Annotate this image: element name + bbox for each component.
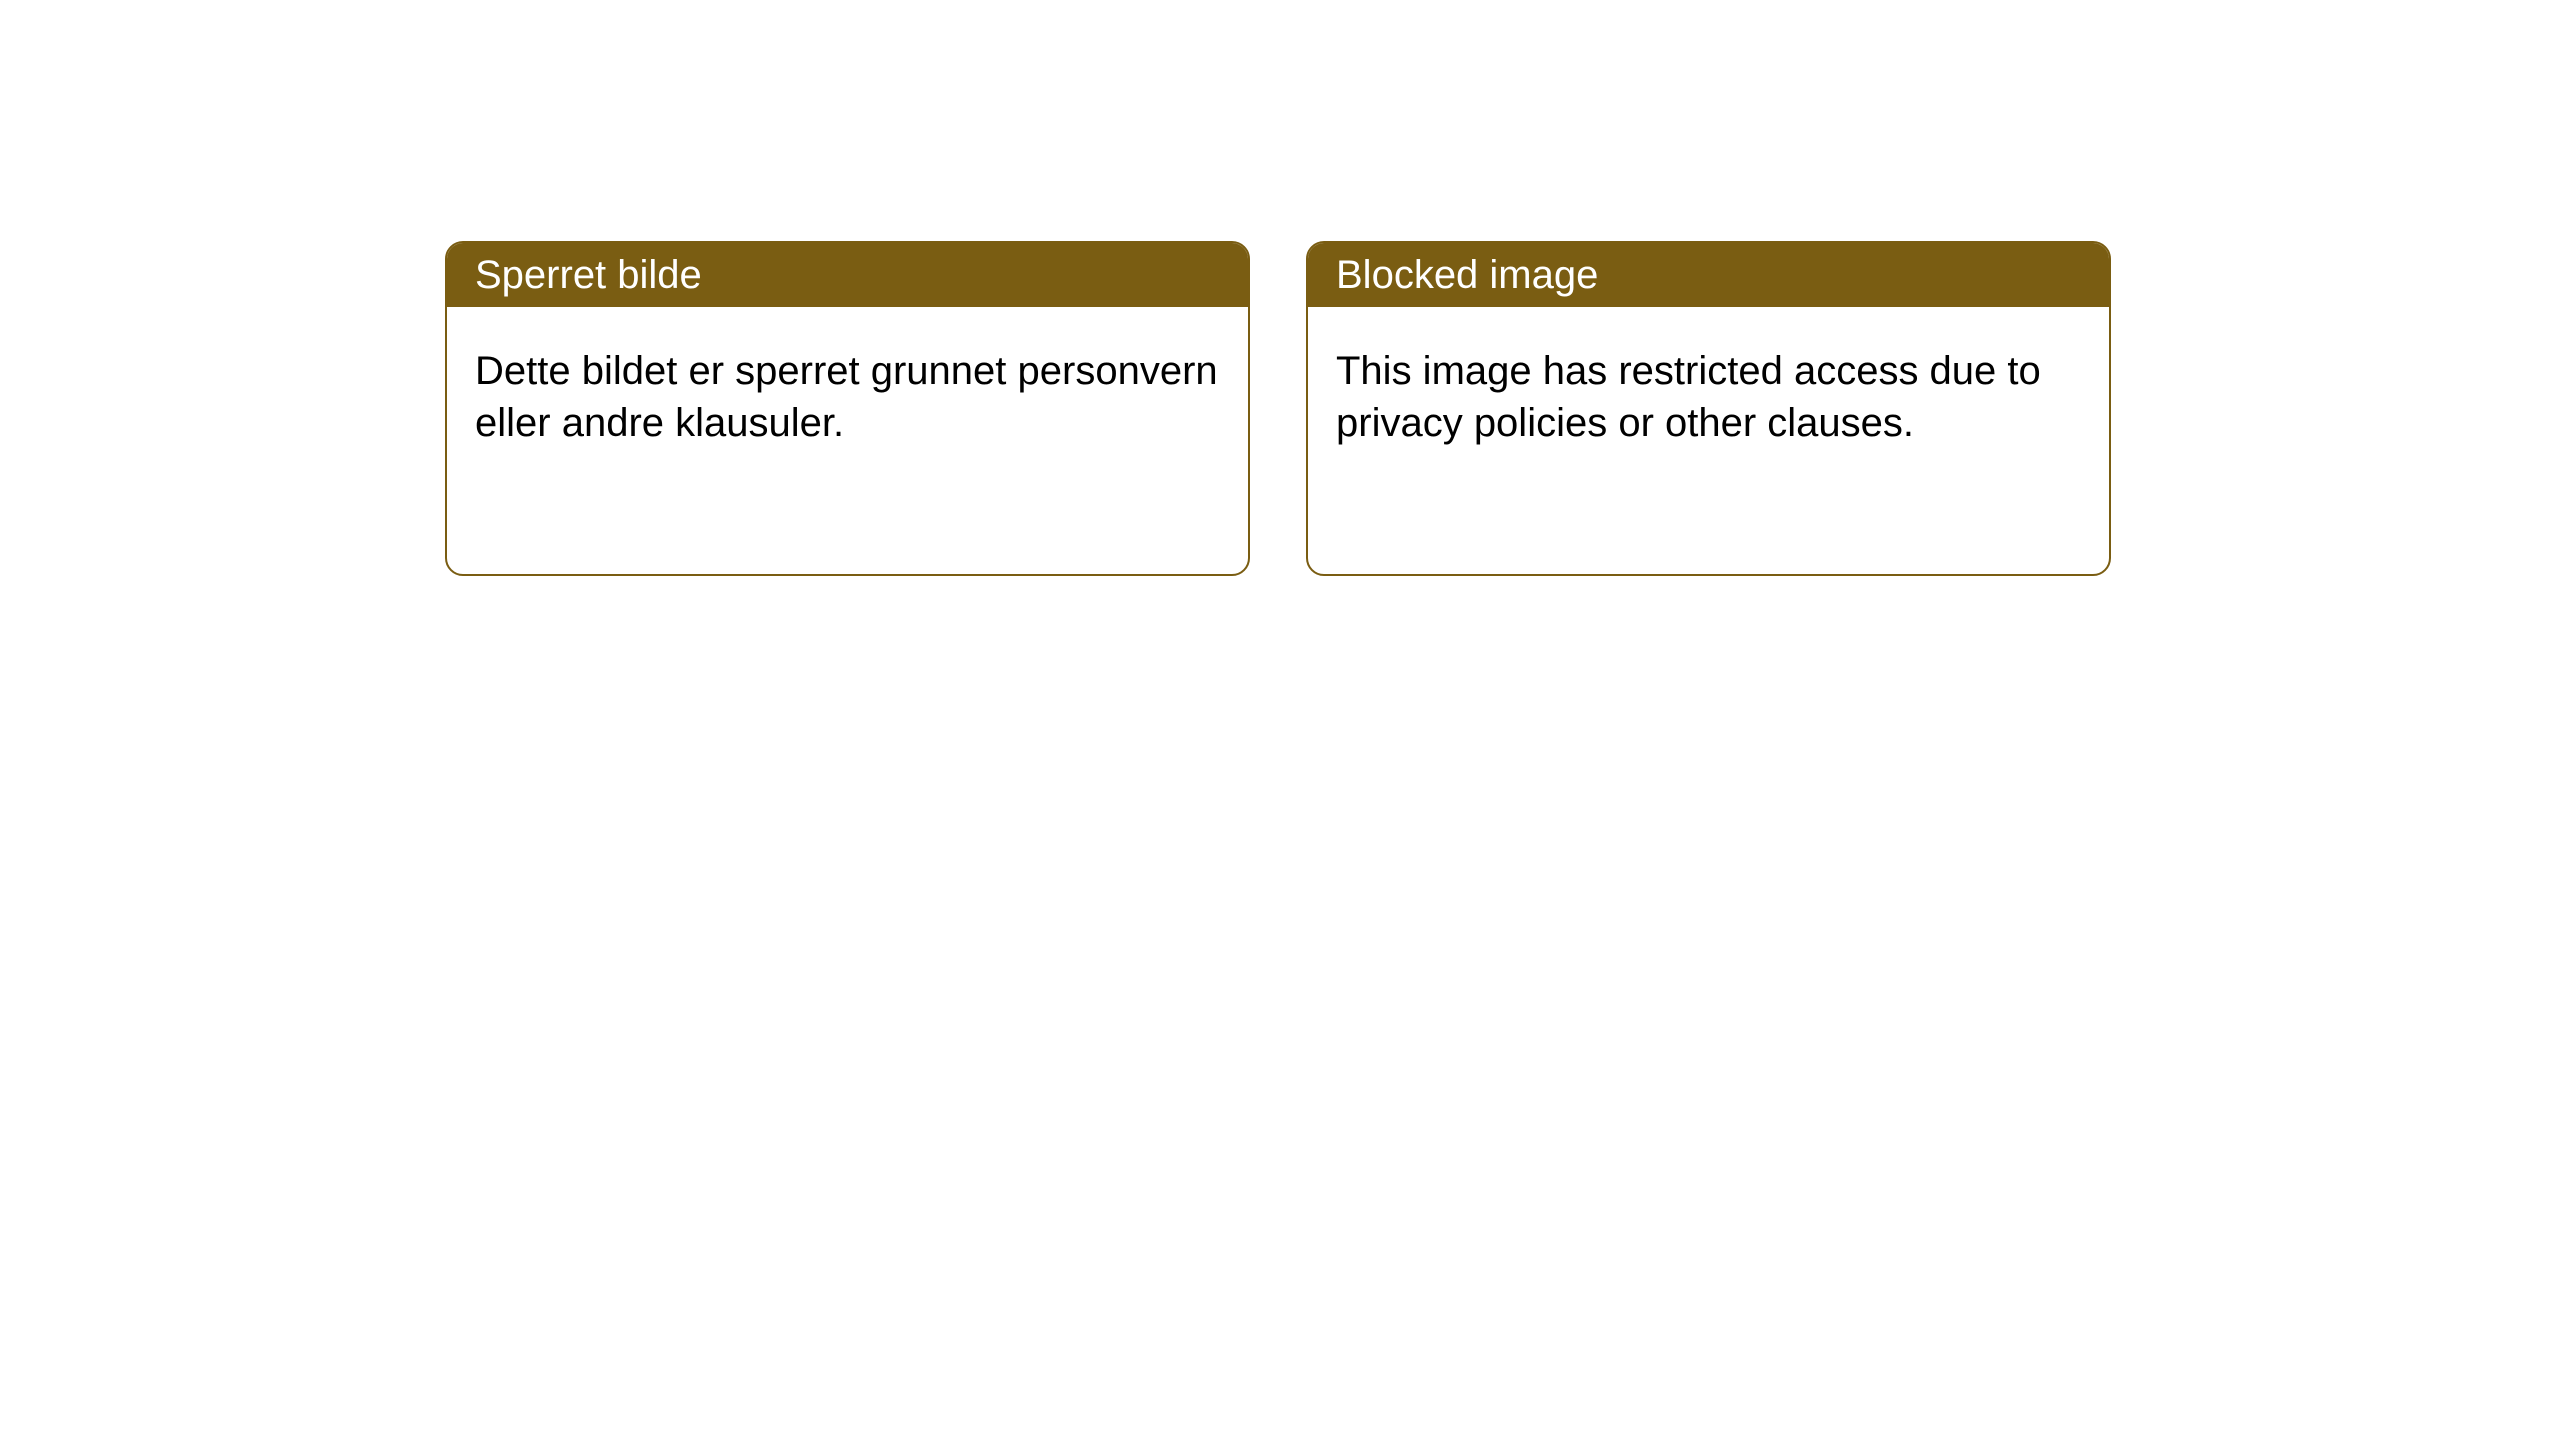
notice-title: Sperret bilde — [447, 243, 1248, 307]
notice-title: Blocked image — [1308, 243, 2109, 307]
notice-container: Sperret bilde Dette bildet er sperret gr… — [0, 0, 2560, 576]
notice-body: This image has restricted access due to … — [1308, 307, 2109, 487]
notice-card-english: Blocked image This image has restricted … — [1306, 241, 2111, 576]
notice-card-norwegian: Sperret bilde Dette bildet er sperret gr… — [445, 241, 1250, 576]
notice-body: Dette bildet er sperret grunnet personve… — [447, 307, 1248, 487]
